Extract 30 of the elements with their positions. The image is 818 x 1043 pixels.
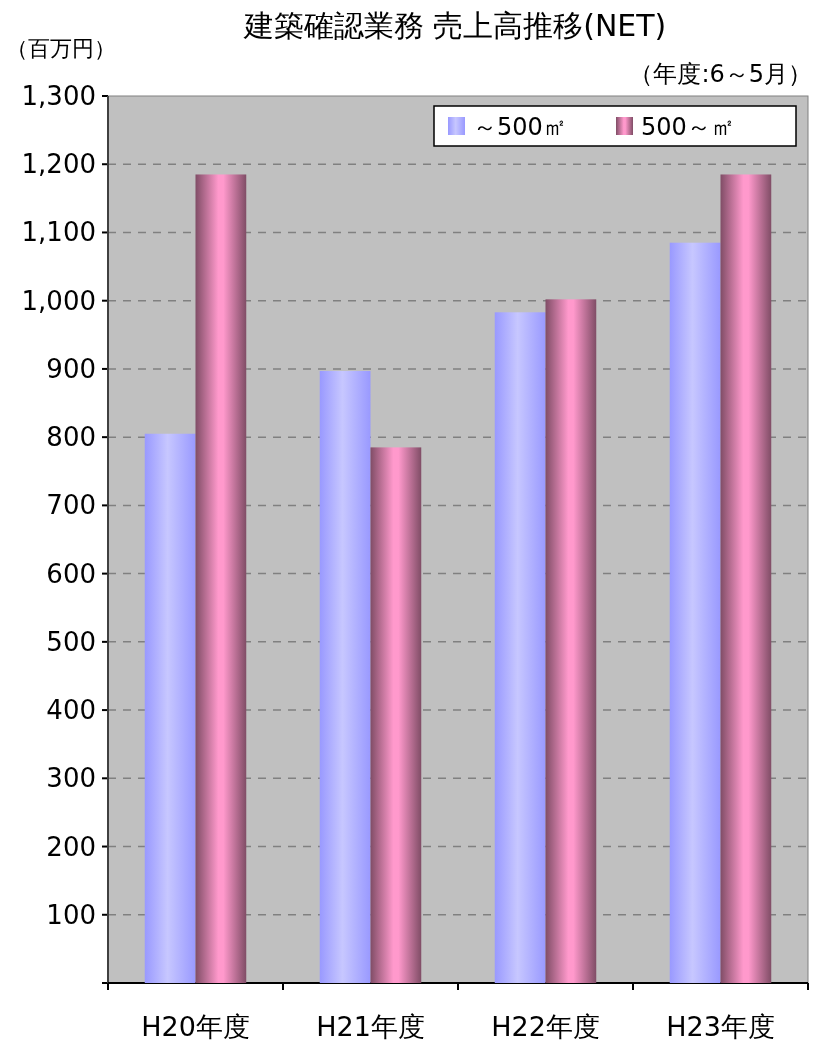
bar bbox=[319, 370, 371, 983]
y-tick-label: 200 bbox=[46, 831, 96, 862]
y-tick-label: 1,100 bbox=[21, 217, 96, 248]
x-tick-label: H21年度 bbox=[316, 1011, 425, 1042]
bar bbox=[669, 242, 721, 983]
y-tick-label: 1,000 bbox=[21, 285, 96, 316]
legend-label: ～500㎡ bbox=[473, 113, 567, 141]
bar bbox=[144, 433, 196, 983]
y-tick-label: 700 bbox=[46, 490, 96, 521]
x-tick-label: H20年度 bbox=[141, 1011, 250, 1042]
x-tick-label: H22年度 bbox=[491, 1011, 600, 1042]
legend-label: 500～㎡ bbox=[641, 113, 735, 141]
y-tick-label: 1,300 bbox=[21, 81, 96, 111]
y-tick-label: 300 bbox=[46, 763, 96, 794]
bar bbox=[195, 174, 247, 983]
y-tick-label: 500 bbox=[46, 626, 96, 657]
y-axis-title: （百万円） bbox=[6, 36, 116, 61]
bar bbox=[494, 312, 546, 983]
y-tick-label: 900 bbox=[46, 353, 96, 384]
y-tick-label: 600 bbox=[46, 558, 96, 589]
y-tick-label: 1,200 bbox=[21, 149, 96, 180]
chart-subtitle: （年度:6～5月） bbox=[629, 60, 812, 88]
chart-title: 建築確認業務 売上高推移(NET) bbox=[242, 8, 667, 43]
bar bbox=[545, 299, 597, 983]
y-tick-label: 100 bbox=[46, 899, 96, 930]
y-tick-label: 400 bbox=[46, 695, 96, 726]
x-tick-label: H23年度 bbox=[666, 1011, 775, 1042]
y-tick-label: 800 bbox=[46, 422, 96, 453]
bar bbox=[370, 447, 422, 983]
bar bbox=[720, 174, 772, 983]
